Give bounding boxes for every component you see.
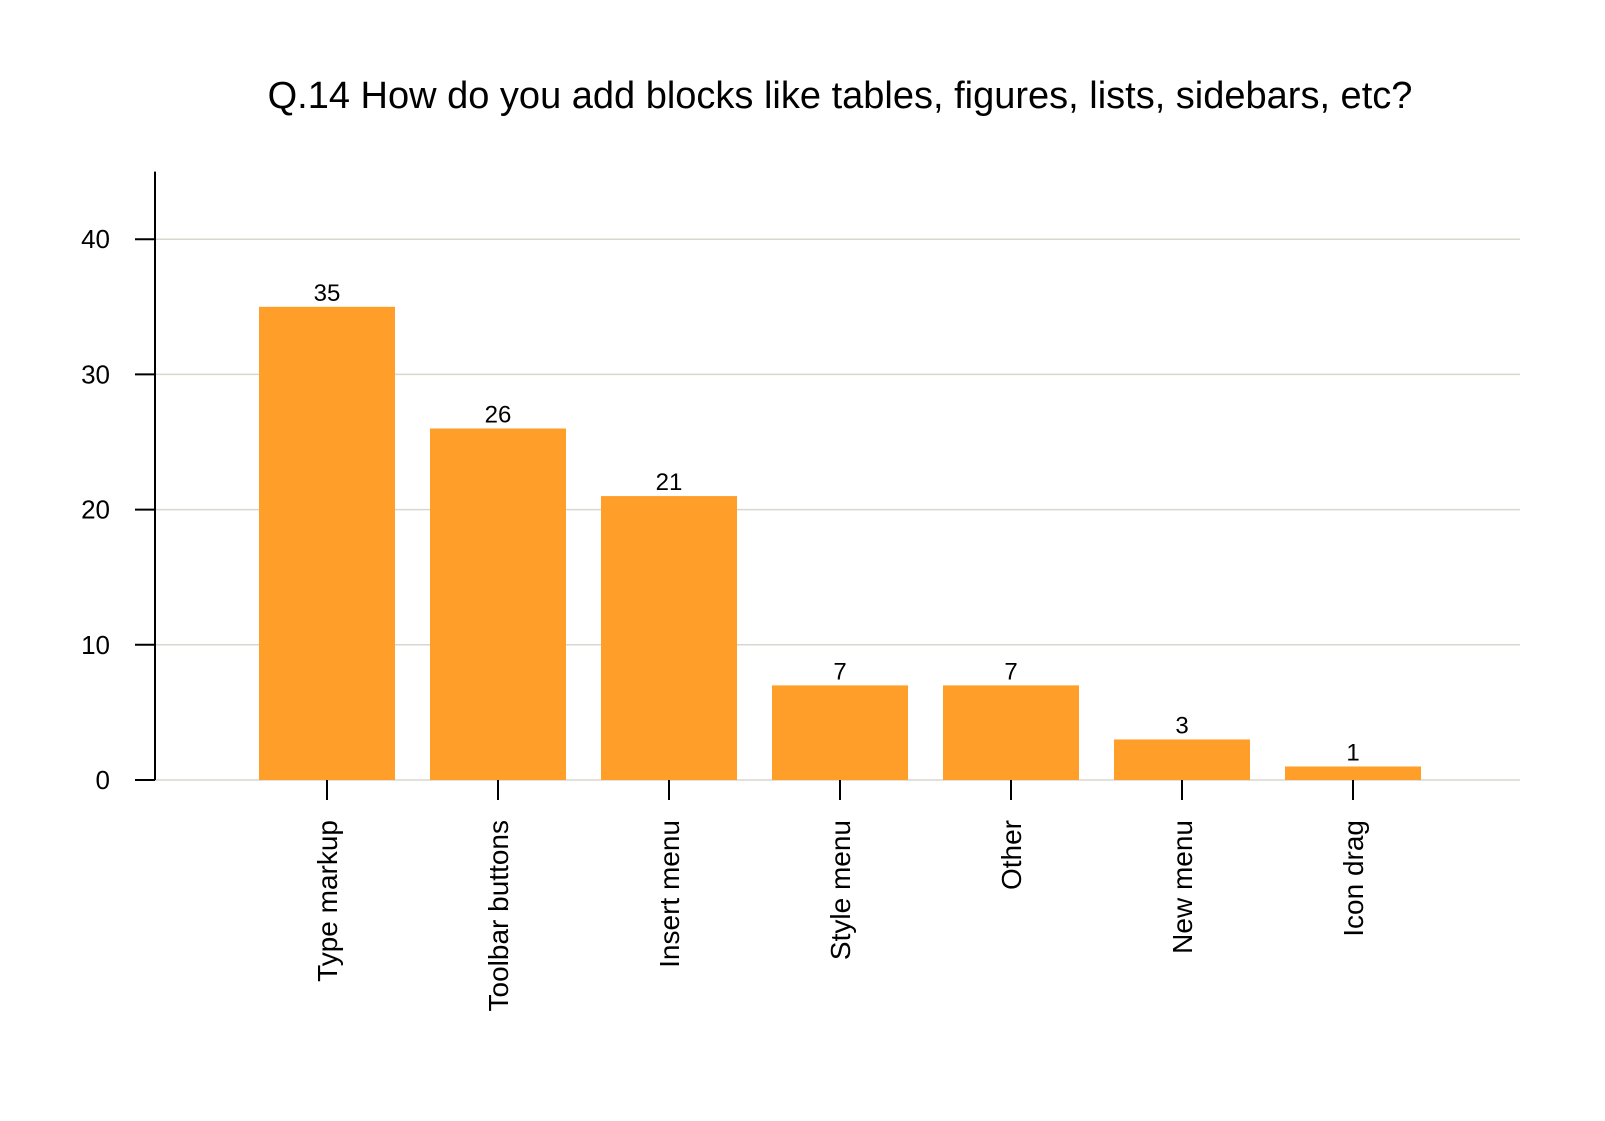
y-tick-label: 30 bbox=[81, 359, 110, 389]
bar bbox=[1114, 739, 1250, 780]
x-tick-label: Other bbox=[996, 820, 1027, 890]
y-tick-label: 10 bbox=[81, 630, 110, 660]
bar bbox=[601, 496, 737, 780]
bar bbox=[259, 306, 395, 780]
bar bbox=[943, 685, 1079, 780]
x-tick-label: Style menu bbox=[825, 820, 856, 960]
chart-title: Q.14 How do you add blocks like tables, … bbox=[268, 75, 1413, 117]
x-tick-label: Type markup bbox=[312, 820, 343, 982]
y-tick-label: 20 bbox=[81, 495, 110, 525]
y-tick-label: 40 bbox=[81, 224, 110, 254]
data-label: 7 bbox=[1004, 658, 1017, 685]
data-label: 1 bbox=[1346, 739, 1359, 766]
x-tick-label: Insert menu bbox=[654, 820, 685, 968]
data-labels: 35 26 21 7 7 3 1 bbox=[314, 280, 1360, 767]
data-label: 35 bbox=[314, 280, 341, 307]
bar bbox=[772, 685, 908, 780]
bars bbox=[259, 306, 1421, 780]
y-ticks: 0 10 20 30 40 bbox=[81, 224, 155, 795]
bar bbox=[430, 428, 566, 780]
y-tick-label: 0 bbox=[96, 765, 110, 795]
x-tick-label: Icon drag bbox=[1338, 820, 1369, 937]
data-label: 3 bbox=[1175, 712, 1188, 739]
bar bbox=[1285, 766, 1421, 780]
x-tick-label: New menu bbox=[1167, 820, 1198, 954]
data-label: 21 bbox=[656, 469, 683, 496]
data-label: 26 bbox=[485, 401, 512, 428]
x-ticks: Type markup Toolbar buttons Insert menu Sty… bbox=[312, 780, 1369, 1011]
x-tick-label: Toolbar buttons bbox=[483, 820, 514, 1011]
data-label: 7 bbox=[833, 658, 846, 685]
